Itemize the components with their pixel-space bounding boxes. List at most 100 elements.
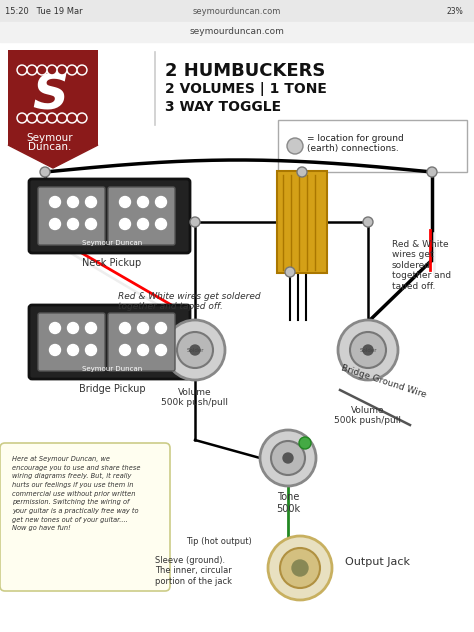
Circle shape <box>37 113 47 123</box>
Circle shape <box>49 197 61 207</box>
Text: Solder: Solder <box>359 348 377 353</box>
Circle shape <box>49 344 61 355</box>
Circle shape <box>69 66 75 73</box>
Circle shape <box>67 197 79 207</box>
Circle shape <box>38 66 46 73</box>
Circle shape <box>27 65 37 75</box>
Text: 15:20   Tue 19 Mar: 15:20 Tue 19 Mar <box>5 6 82 16</box>
Circle shape <box>48 114 55 121</box>
Circle shape <box>67 113 77 123</box>
Circle shape <box>155 219 166 229</box>
Text: Solder: Solder <box>186 348 204 353</box>
Circle shape <box>38 114 46 121</box>
Text: = location for ground
(earth) connections.: = location for ground (earth) connection… <box>307 134 404 154</box>
Circle shape <box>18 66 26 73</box>
Circle shape <box>48 66 55 73</box>
Circle shape <box>77 65 87 75</box>
Circle shape <box>165 320 225 380</box>
Bar <box>0 0 474 22</box>
Circle shape <box>190 345 200 355</box>
Text: 23%: 23% <box>447 6 464 16</box>
FancyBboxPatch shape <box>38 187 105 245</box>
Circle shape <box>137 344 148 355</box>
Text: Here at Seymour Duncan, we
encourage you to use and share these
wiring diagrams : Here at Seymour Duncan, we encourage you… <box>12 456 140 532</box>
FancyBboxPatch shape <box>0 443 170 591</box>
Circle shape <box>350 332 386 368</box>
Circle shape <box>85 219 97 229</box>
Circle shape <box>57 113 67 123</box>
Circle shape <box>67 344 79 355</box>
FancyBboxPatch shape <box>29 305 190 379</box>
Text: Volume
500k push/pull: Volume 500k push/pull <box>162 388 228 408</box>
Circle shape <box>280 548 320 588</box>
Circle shape <box>47 113 57 123</box>
Circle shape <box>119 322 130 334</box>
Circle shape <box>58 114 65 121</box>
Text: Volume
500k push/pull: Volume 500k push/pull <box>335 406 401 425</box>
Circle shape <box>260 430 316 486</box>
Text: Neck Pickup: Neck Pickup <box>82 258 142 268</box>
Text: Duncan.: Duncan. <box>28 142 72 152</box>
Circle shape <box>299 437 311 449</box>
Circle shape <box>49 219 61 229</box>
Text: S: S <box>32 71 68 119</box>
Text: seymourduncan.com: seymourduncan.com <box>193 6 281 16</box>
FancyBboxPatch shape <box>277 171 327 273</box>
Circle shape <box>137 219 148 229</box>
Circle shape <box>47 65 57 75</box>
Circle shape <box>137 197 148 207</box>
Circle shape <box>338 320 398 380</box>
Circle shape <box>287 138 303 154</box>
Text: Seymour Duncan: Seymour Duncan <box>82 240 142 246</box>
Text: Seymour Duncan: Seymour Duncan <box>82 366 142 372</box>
Text: seymourduncan.com: seymourduncan.com <box>190 28 284 37</box>
Circle shape <box>27 113 37 123</box>
Circle shape <box>155 322 166 334</box>
Text: 2 VOLUMES | 1 TONE: 2 VOLUMES | 1 TONE <box>165 82 327 96</box>
Circle shape <box>271 441 305 475</box>
Circle shape <box>119 219 130 229</box>
Circle shape <box>57 65 67 75</box>
Circle shape <box>58 66 65 73</box>
Text: Output Jack: Output Jack <box>345 557 410 567</box>
Bar <box>0 22 474 42</box>
FancyBboxPatch shape <box>38 313 105 371</box>
Circle shape <box>67 219 79 229</box>
FancyBboxPatch shape <box>8 50 98 145</box>
Circle shape <box>18 114 26 121</box>
Text: Bridge Pickup: Bridge Pickup <box>79 384 146 394</box>
Circle shape <box>119 197 130 207</box>
Text: Tip (hot output): Tip (hot output) <box>186 537 252 546</box>
Text: Seymour: Seymour <box>27 133 73 143</box>
Text: 2 HUMBUCKERS: 2 HUMBUCKERS <box>165 62 325 80</box>
Circle shape <box>363 217 373 227</box>
Text: Sleeve (ground).
The inner, circular
portion of the jack: Sleeve (ground). The inner, circular por… <box>155 556 232 586</box>
Circle shape <box>37 65 47 75</box>
Circle shape <box>40 167 50 177</box>
Circle shape <box>285 267 295 277</box>
Circle shape <box>85 197 97 207</box>
Circle shape <box>292 560 308 576</box>
Text: 3 WAY TOGGLE: 3 WAY TOGGLE <box>165 100 281 114</box>
Circle shape <box>85 344 97 355</box>
Polygon shape <box>8 145 98 168</box>
Circle shape <box>297 167 307 177</box>
Circle shape <box>137 322 148 334</box>
Text: Red & White
wires get
soldered
together and
taped off.: Red & White wires get soldered together … <box>392 240 451 291</box>
Circle shape <box>283 453 293 463</box>
FancyBboxPatch shape <box>29 179 190 253</box>
Circle shape <box>79 66 85 73</box>
Circle shape <box>17 113 27 123</box>
Circle shape <box>67 65 77 75</box>
Circle shape <box>28 114 36 121</box>
Circle shape <box>119 344 130 355</box>
Text: Red & White wires get soldered
together and taped off.: Red & White wires get soldered together … <box>118 292 261 312</box>
Circle shape <box>155 197 166 207</box>
Text: Bridge Ground Wire: Bridge Ground Wire <box>340 364 428 400</box>
FancyBboxPatch shape <box>108 187 175 245</box>
FancyBboxPatch shape <box>278 120 467 172</box>
Circle shape <box>17 65 27 75</box>
Circle shape <box>85 322 97 334</box>
Circle shape <box>28 66 36 73</box>
Circle shape <box>427 167 437 177</box>
